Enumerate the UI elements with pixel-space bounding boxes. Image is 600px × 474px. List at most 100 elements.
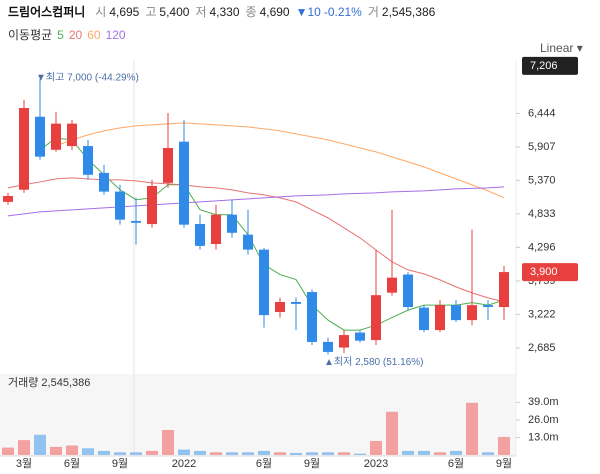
x-tick-label: 9월 — [304, 457, 320, 470]
y-tick-label: 13.0m — [528, 431, 559, 443]
candle-body — [435, 305, 445, 331]
volume-bar — [466, 402, 478, 455]
candle-body — [499, 272, 509, 308]
candle-body — [371, 295, 381, 341]
candle-body — [419, 307, 429, 331]
volume-bar — [146, 450, 158, 455]
stock-name: 드림어스컴퍼니 — [8, 4, 85, 19]
x-tick-label: 6월 — [448, 457, 464, 470]
field-label: 거 — [368, 5, 379, 19]
change: ▼10 — [296, 5, 322, 19]
ma-line — [7, 186, 505, 217]
price-marker — [522, 263, 578, 282]
x-tick-label: 2023 — [364, 458, 388, 470]
scale-button[interactable]: Linear ▾ — [540, 41, 583, 55]
y-tick-label: 4,296 — [528, 241, 556, 253]
volume-bar — [50, 446, 62, 455]
candle-body — [131, 220, 141, 223]
volume-bar — [162, 430, 174, 455]
field-label: 저 — [195, 5, 206, 19]
y-tick-label: 3,222 — [528, 308, 556, 320]
field-value: 2,545,386 — [382, 5, 436, 19]
candle-body — [147, 185, 157, 225]
candle-body — [211, 214, 221, 245]
volume-bar — [418, 450, 430, 455]
x-tick-label: 6월 — [64, 457, 80, 470]
price-marker-label: 7,206 — [530, 60, 558, 72]
volume-bar — [34, 434, 46, 455]
candle-body — [323, 341, 333, 352]
x-tick-label: 3월 — [16, 457, 32, 470]
candle-body — [451, 305, 461, 321]
candle-body — [99, 172, 109, 192]
volume-bar — [338, 452, 350, 455]
ma-title: 이동평균 — [8, 28, 52, 42]
ma-line — [7, 177, 505, 303]
candle-body — [291, 302, 301, 304]
volume-bar — [242, 452, 254, 455]
volume-bar — [178, 449, 190, 455]
field-label: 시 — [95, 5, 106, 19]
volume-title: 거래량 2,545,386 — [8, 376, 90, 389]
volume-bar — [322, 452, 334, 455]
candle-body — [403, 274, 413, 308]
candle-body — [195, 224, 205, 246]
field-value: 4,330 — [209, 5, 239, 19]
price-marker-label: 3,900 — [530, 266, 558, 278]
candle-body — [3, 195, 13, 202]
volume-bar — [258, 450, 270, 455]
volume-bar — [402, 450, 414, 455]
candle-body — [227, 214, 237, 233]
candle-body — [483, 305, 493, 308]
legend-entry: 5 — [57, 28, 64, 42]
volume-bar — [130, 452, 142, 455]
volume-bar — [2, 447, 14, 455]
volume-bar — [210, 452, 222, 455]
low-annotation: ▲최저 2,580 (51.16%) — [324, 356, 423, 368]
legend-entry: 60 — [87, 28, 101, 42]
volume-bar — [354, 453, 366, 455]
y-tick-label: 5,907 — [528, 141, 556, 153]
candle-body — [163, 147, 173, 183]
x-tick-label: 9월 — [496, 457, 512, 470]
candle-body — [387, 277, 397, 293]
field-value: 4,690 — [260, 5, 290, 19]
candle-body — [243, 234, 253, 250]
volume-bar — [434, 452, 446, 455]
candle-body — [19, 108, 29, 190]
y-tick-label: 6,444 — [528, 107, 556, 119]
y-tick-label: 2,685 — [528, 342, 556, 354]
volume-bar — [18, 440, 30, 455]
candle-body — [275, 302, 285, 312]
volume-bar — [274, 452, 286, 455]
candle-body — [67, 123, 77, 147]
volume-bar — [498, 436, 510, 455]
volume-bar — [386, 411, 398, 455]
candle-body — [35, 116, 45, 157]
volume-bar — [226, 452, 238, 455]
field-label: 고 — [145, 5, 156, 19]
x-tick-label: 9월 — [112, 457, 128, 470]
volume-bar — [306, 452, 318, 455]
y-tick-label: 4,833 — [528, 208, 556, 220]
candle-body — [83, 146, 93, 175]
field-label: 종 — [246, 5, 257, 19]
ma-line — [55, 122, 505, 199]
volume-panel — [0, 374, 516, 456]
x-tick-label: 6월 — [256, 457, 272, 470]
candle-body — [307, 292, 317, 342]
price-marker — [522, 56, 578, 75]
x-tick-label: 2022 — [172, 458, 196, 470]
candle-body — [259, 249, 269, 316]
field-value: 5,400 — [159, 5, 189, 19]
change-pct: -0.21% — [324, 5, 362, 19]
candle-body — [115, 191, 125, 220]
candle-body — [339, 335, 349, 348]
y-tick-label: 5,370 — [528, 174, 556, 186]
y-tick-label: 26.0m — [528, 414, 559, 426]
candle-body — [355, 332, 365, 341]
legend-entry: 120 — [106, 28, 126, 42]
candle-body — [467, 305, 477, 321]
field-value: 4,695 — [109, 5, 139, 19]
